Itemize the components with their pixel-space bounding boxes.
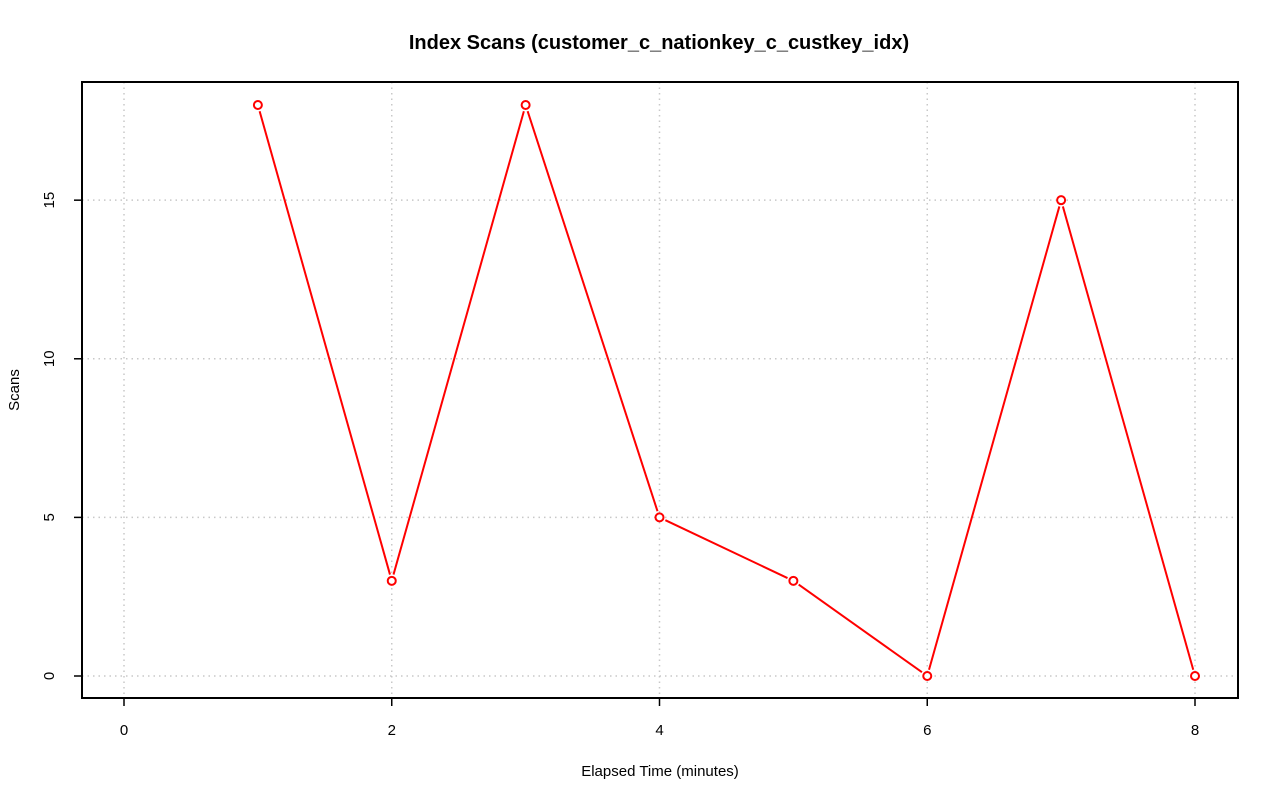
series-line-segment — [392, 110, 525, 575]
data-point — [252, 100, 263, 110]
x-axis-label: Elapsed Time (minutes) — [581, 763, 739, 780]
series-line-segment — [258, 110, 391, 575]
y-axis: 0 5 10 15 — [41, 192, 82, 680]
data-point — [386, 575, 397, 586]
data-point — [922, 671, 933, 681]
grid-lines — [82, 82, 1238, 698]
series-line-segment — [1061, 206, 1195, 671]
series-line-segment — [798, 583, 923, 674]
series-line-segment — [526, 110, 659, 512]
x-tick-label: 6 — [923, 722, 931, 739]
x-tick-label: 4 — [655, 722, 663, 739]
data-point — [788, 575, 799, 586]
y-tick-label: 5 — [41, 513, 58, 521]
series — [252, 100, 1200, 681]
data-point — [1056, 195, 1067, 206]
y-tick-label: 15 — [41, 192, 58, 209]
x-tick-label: 0 — [120, 722, 128, 739]
y-tick-label: 0 — [41, 672, 58, 680]
chart-title: Index Scans (customer_c_nationkey_c_cust… — [409, 32, 909, 54]
y-axis-label: Scans — [6, 369, 23, 411]
x-tick-label: 2 — [388, 722, 396, 739]
series-line-segment — [928, 206, 1061, 671]
data-point — [1190, 671, 1200, 681]
series-line-segment — [664, 519, 788, 579]
data-point — [520, 100, 531, 110]
x-axis: 0 2 4 6 8 — [120, 698, 1199, 739]
y-tick-label: 10 — [41, 350, 58, 367]
data-point — [654, 512, 665, 523]
x-tick-label: 8 — [1191, 722, 1199, 739]
